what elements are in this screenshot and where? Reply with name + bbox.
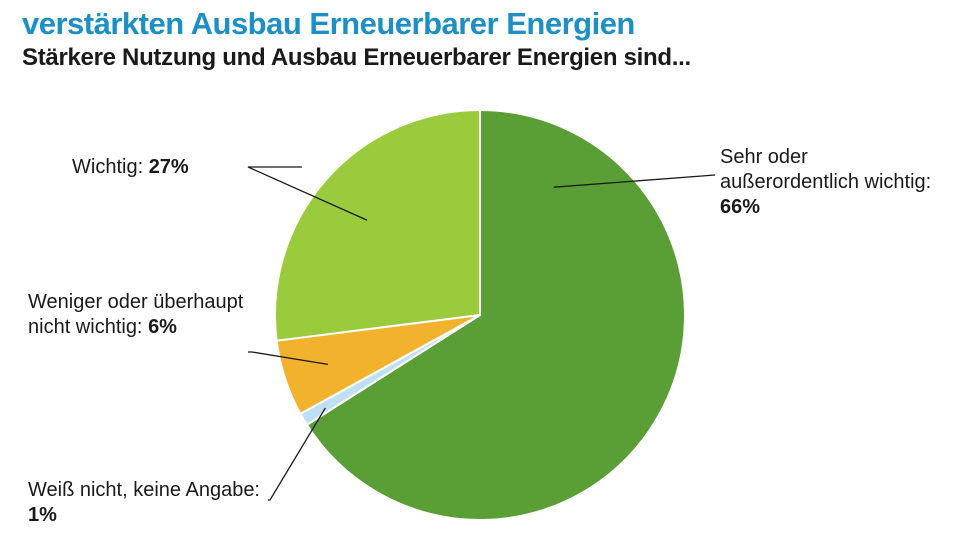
label-value-wichtig: 27% xyxy=(149,156,189,178)
label-text-weniger-wichtig: Weniger oder überhaupt nicht wichtig: xyxy=(28,291,243,338)
label-value-sehr-wichtig: 66% xyxy=(720,196,760,218)
label-text-weiss-nicht: Weiß nicht, keine Angabe: xyxy=(28,479,260,501)
label-text-sehr-wichtig: Sehr oder außerordentlich wichtig: xyxy=(720,146,931,193)
label-wichtig: Wichtig: 27% xyxy=(72,155,302,180)
pie-slice-wichtig xyxy=(275,110,480,341)
label-text-wichtig: Wichtig: xyxy=(72,156,149,178)
label-value-weniger-wichtig: 6% xyxy=(148,316,177,338)
label-weniger-wichtig: Weniger oder überhaupt nicht wichtig: 6% xyxy=(28,290,248,340)
label-weiss-nicht: Weiß nicht, keine Angabe: 1% xyxy=(28,478,268,528)
pie-chart xyxy=(0,0,960,540)
label-sehr-wichtig: Sehr oder außerordentlich wichtig: 66% xyxy=(720,145,940,220)
label-value-weiss-nicht: 1% xyxy=(28,504,57,526)
